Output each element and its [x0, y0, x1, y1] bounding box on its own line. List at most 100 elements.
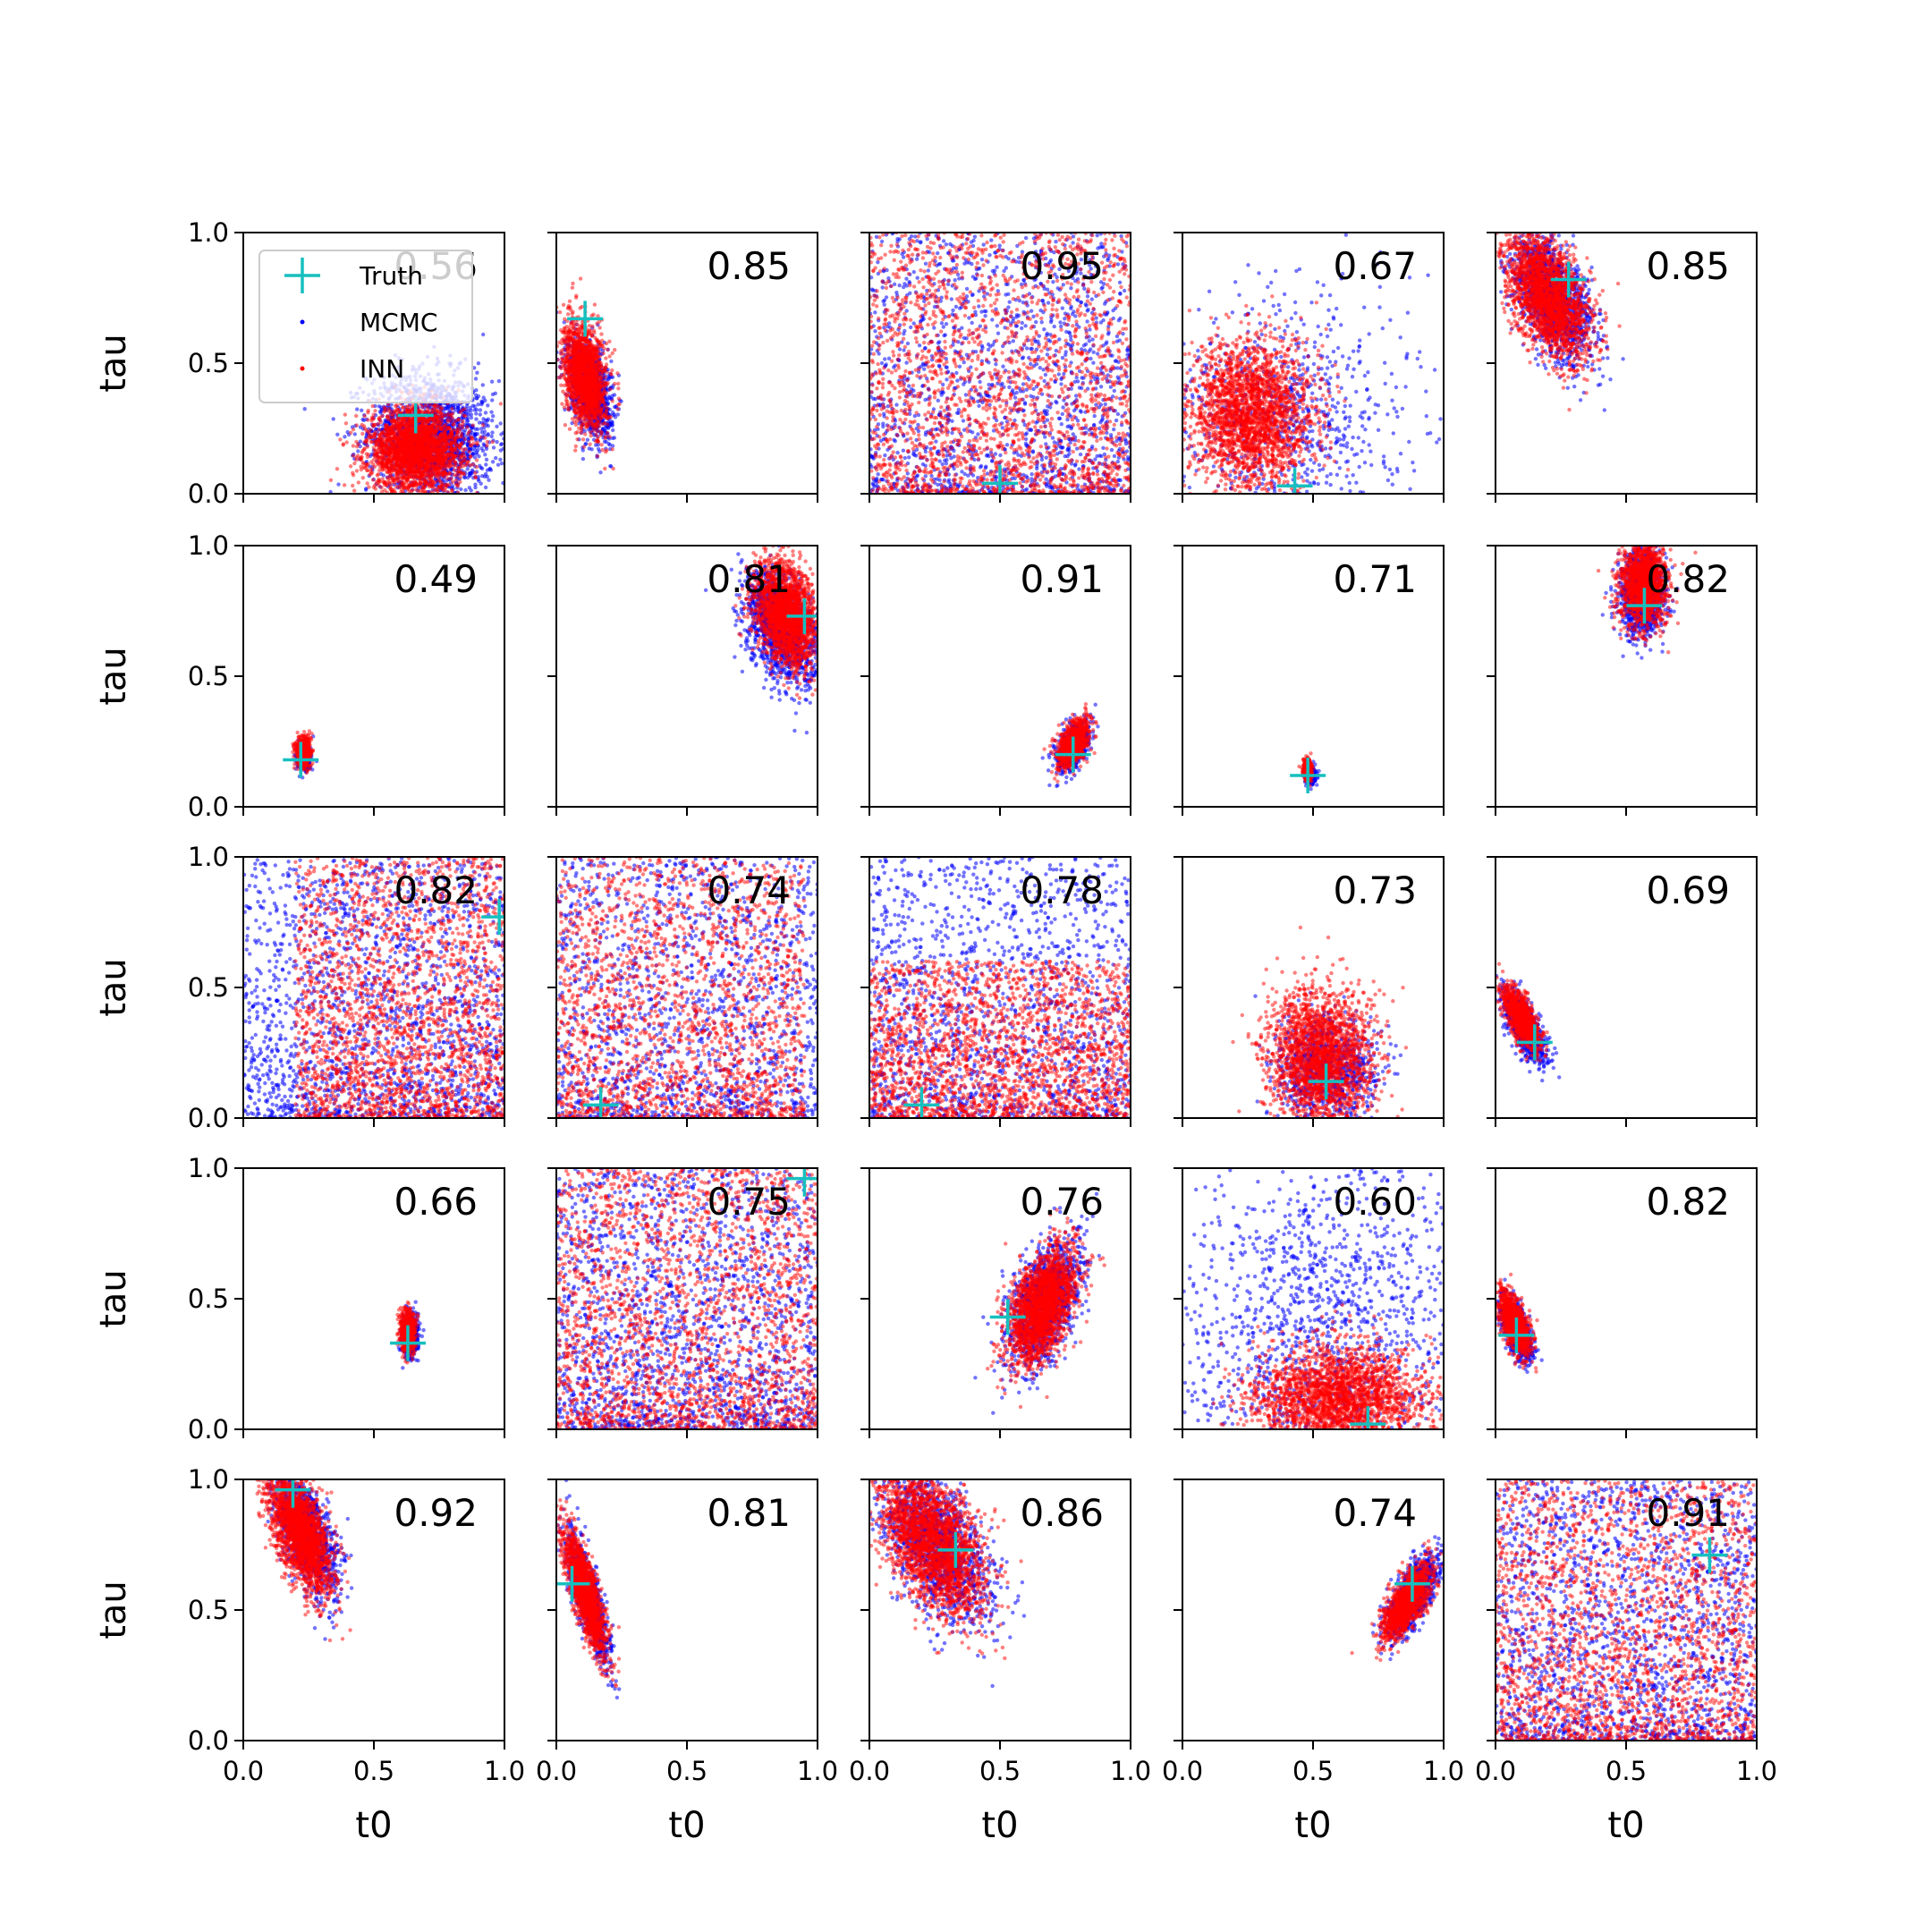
inn-samples-point — [419, 489, 422, 493]
inn-samples-point — [406, 446, 410, 450]
inn-samples-point — [419, 470, 423, 473]
mcmc-samples-point — [486, 403, 489, 407]
inn-samples-point — [388, 477, 392, 480]
inn-samples-point — [404, 470, 408, 473]
inn-samples-point — [444, 464, 447, 468]
inn-samples-point — [436, 488, 439, 492]
mcmc-samples-point — [490, 435, 494, 438]
inn-samples-point — [366, 455, 369, 459]
mcmc-samples-point — [353, 432, 357, 436]
inn-samples-point — [440, 419, 444, 423]
inn-samples-point — [426, 420, 429, 424]
inn-samples-point — [470, 437, 474, 441]
inn-samples-point — [456, 419, 460, 422]
inn-samples-point — [474, 476, 478, 479]
inn-samples-point — [411, 447, 415, 451]
inn-samples-point — [386, 457, 390, 461]
mcmc-samples-point — [466, 467, 470, 470]
mcmc-samples-point — [609, 360, 613, 363]
inn-samples-point — [386, 480, 390, 484]
inn-samples-point — [392, 419, 395, 422]
inn-samples-point — [384, 438, 387, 442]
inn-samples-point — [481, 423, 485, 427]
inn-samples-point — [394, 448, 397, 452]
inn-samples-point — [421, 443, 425, 446]
inn-samples-point — [385, 462, 388, 466]
inn-samples-point — [395, 471, 399, 475]
inn-samples-point — [433, 468, 436, 471]
inn-samples-point — [419, 409, 423, 412]
inn-samples-point — [362, 424, 366, 428]
mcmc-samples-point — [479, 482, 483, 486]
inn-samples-point — [449, 463, 453, 467]
inn-samples-point — [479, 436, 482, 439]
inn-samples-point — [368, 431, 371, 435]
inn-samples-point — [499, 402, 503, 405]
legend-entry-inn: INN — [360, 354, 404, 384]
inn-samples-point — [385, 433, 388, 436]
inn-samples-point — [453, 447, 457, 451]
inn-samples-point — [404, 480, 408, 484]
inn-samples-point — [384, 407, 387, 411]
inn-samples-point — [394, 409, 397, 412]
mcmc-samples-point — [463, 488, 467, 492]
mcmc-samples-point — [489, 468, 493, 471]
mcmc-samples-point — [494, 456, 497, 460]
inn-samples-point — [386, 416, 390, 419]
inn-samples-point — [377, 439, 381, 443]
inn-samples-point — [393, 478, 396, 481]
inn-samples-point — [408, 461, 411, 464]
inn-samples-point — [417, 424, 420, 428]
inn-samples-point — [475, 443, 479, 446]
mcmc-samples-point — [474, 411, 478, 415]
inn-samples-point — [453, 464, 456, 468]
y-tick-label: 0.0 — [188, 479, 229, 509]
inn-samples-point — [446, 419, 450, 423]
inn-samples-point — [354, 458, 358, 462]
inn-samples-point — [453, 468, 456, 471]
mcmc-samples-point — [496, 463, 500, 467]
inn-samples-point — [398, 447, 402, 451]
inn-samples-point — [462, 413, 465, 417]
inn-samples-point — [433, 438, 436, 442]
inn-samples-point — [448, 472, 452, 476]
inn-samples-point — [440, 487, 444, 490]
legend-entry-truth: Truth — [359, 261, 423, 291]
mcmc-samples-point — [474, 388, 478, 392]
inn-samples-point — [445, 442, 449, 445]
inn-samples-point — [486, 440, 489, 444]
inn-samples-point — [358, 456, 361, 460]
inn-samples-point — [371, 404, 375, 408]
inn-samples-point — [393, 466, 396, 470]
inn-samples-point — [436, 462, 439, 465]
inn-samples-point — [460, 432, 463, 436]
inn-samples-point — [407, 404, 411, 408]
inn-samples-point — [349, 431, 352, 435]
inn-samples-point — [382, 480, 386, 484]
inn-samples-point — [443, 457, 446, 461]
mcmc-samples-point — [485, 423, 488, 427]
inn-samples-point — [377, 472, 380, 476]
inn-samples-point — [452, 459, 455, 462]
inn-samples-point — [445, 471, 448, 475]
mcmc-samples-point — [475, 371, 479, 375]
mcmc-samples-point — [484, 462, 487, 466]
inn-samples-point — [370, 417, 374, 420]
mcmc-samples-point — [355, 407, 359, 411]
mcmc-samples-point — [490, 380, 494, 384]
inn-samples-point — [373, 409, 377, 412]
inn-samples-point — [419, 482, 423, 486]
inn-samples-point — [459, 411, 462, 414]
inn-samples-point — [447, 447, 451, 451]
mcmc-samples-point — [332, 417, 335, 420]
inn-samples-point — [468, 450, 471, 453]
inn-samples-point — [436, 424, 439, 428]
inn-samples-point — [410, 425, 413, 428]
inn-samples-point — [372, 413, 376, 417]
mcmc-samples-point — [486, 475, 489, 479]
inn-samples-point — [345, 440, 349, 444]
inn-samples-point — [388, 436, 392, 440]
inn-samples-point — [391, 431, 394, 435]
mcmc-samples-point — [484, 486, 487, 489]
inn-samples-point — [369, 467, 373, 470]
